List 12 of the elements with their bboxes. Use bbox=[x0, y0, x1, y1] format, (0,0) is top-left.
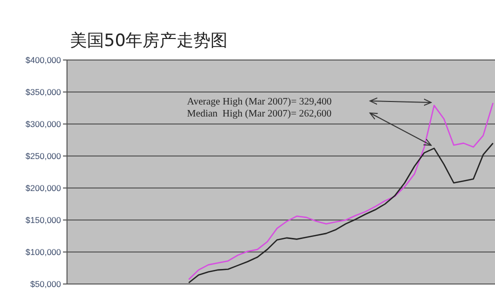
y-tick-label: $250,000 bbox=[26, 150, 62, 161]
y-tick-label: $50,000 bbox=[30, 278, 62, 289]
annotation: Average High (Mar 2007)= 329,400 bbox=[187, 96, 332, 108]
line-series bbox=[188, 142, 494, 284]
y-tick-label: $300,000 bbox=[26, 118, 62, 129]
y-tick-label: $150,000 bbox=[26, 214, 62, 225]
y-tick-label: $400,000 bbox=[26, 54, 62, 65]
y-tick-label: $100,000 bbox=[26, 246, 62, 257]
y-tick-label: $350,000 bbox=[26, 86, 62, 97]
annotation: Median High (Mar 2007)= 262,600 bbox=[187, 108, 332, 120]
chart-title: 美国50年房产走势图 bbox=[70, 31, 228, 51]
y-tick-label: $200,000 bbox=[26, 182, 62, 193]
